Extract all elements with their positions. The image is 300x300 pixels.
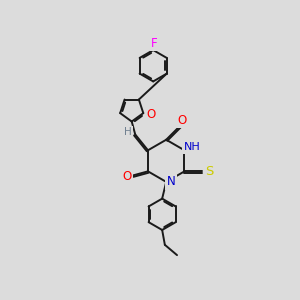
- Text: N: N: [167, 176, 176, 188]
- Text: O: O: [146, 108, 155, 121]
- Text: F: F: [151, 37, 158, 50]
- Text: NH: NH: [184, 142, 200, 152]
- Text: H: H: [124, 127, 131, 137]
- Text: O: O: [122, 170, 132, 183]
- Text: S: S: [206, 165, 214, 178]
- Text: O: O: [177, 114, 187, 127]
